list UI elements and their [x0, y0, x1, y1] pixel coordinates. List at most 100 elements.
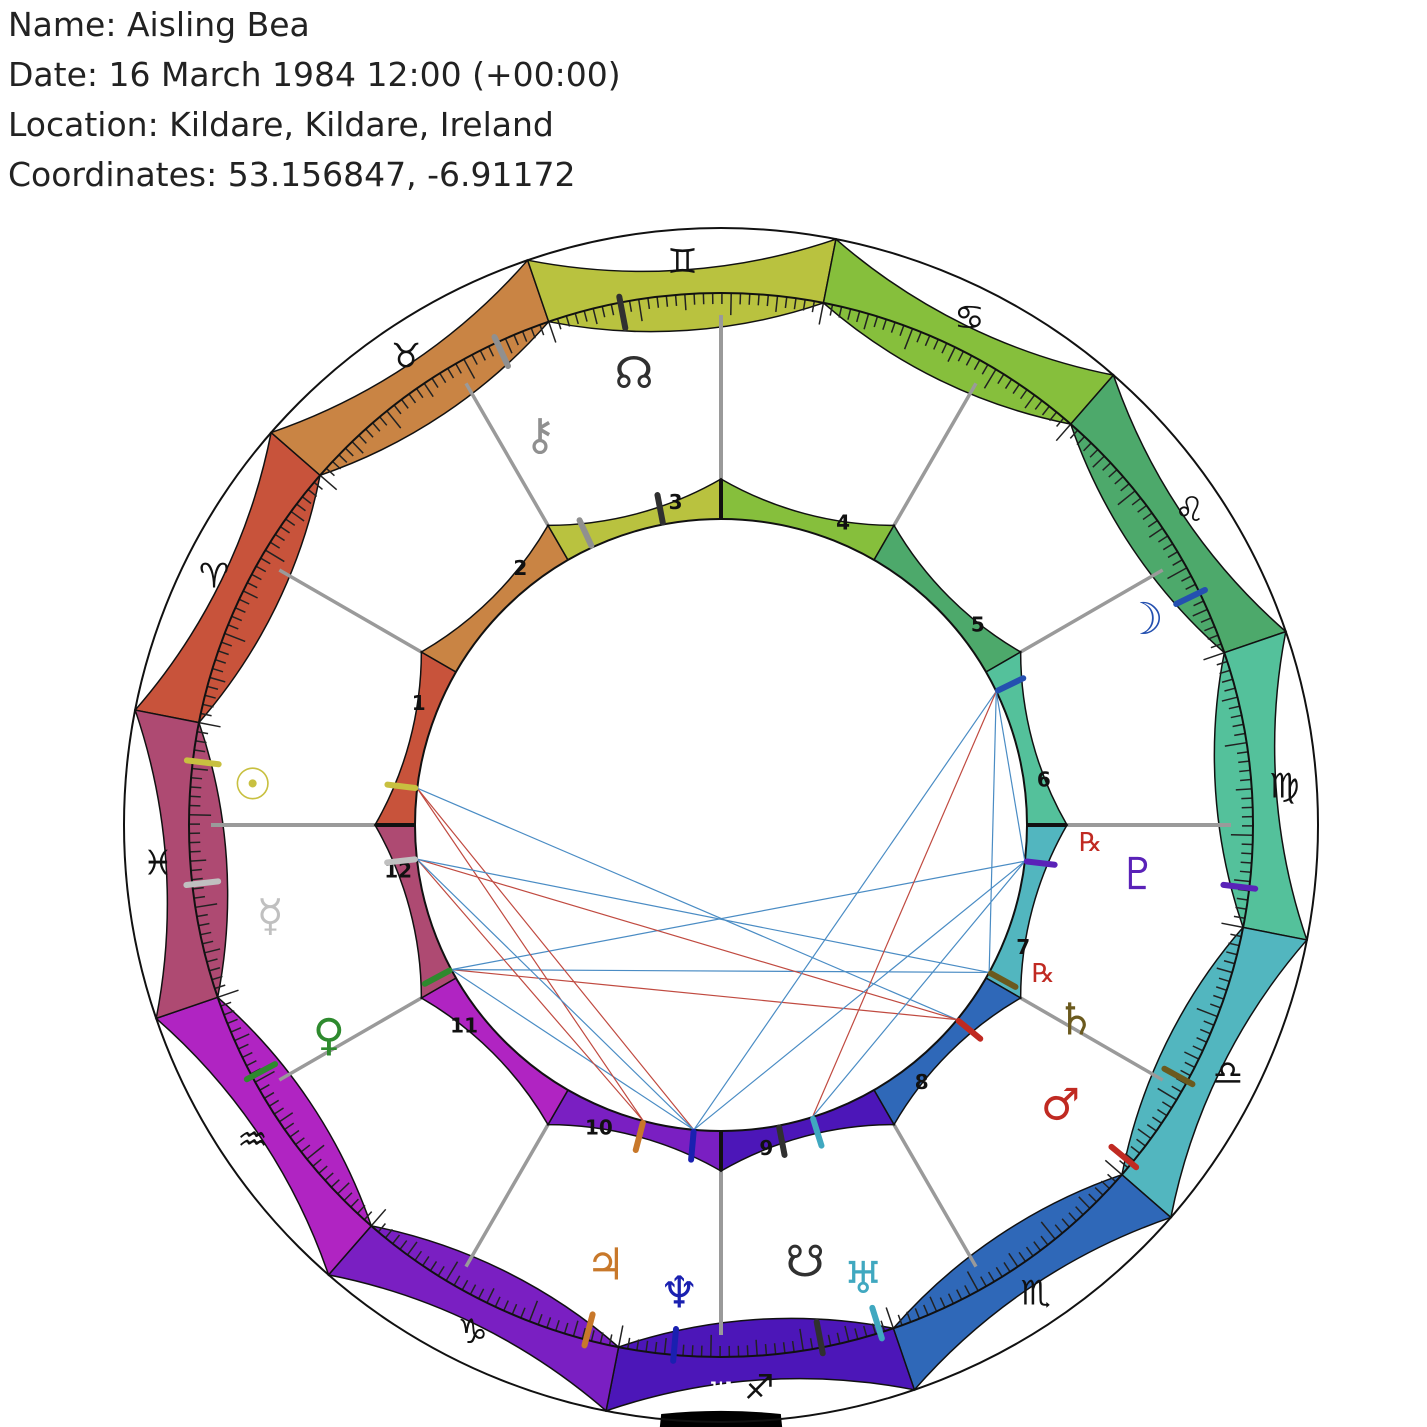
degree-tick	[693, 293, 696, 305]
degree-tick	[847, 308, 852, 320]
south-node-outer-marker	[813, 1318, 826, 1357]
degree-tick	[1241, 852, 1253, 855]
degree-tick	[981, 364, 989, 375]
aspect-line	[416, 787, 695, 1131]
degree-tick	[871, 1323, 877, 1335]
degree-tick	[377, 1223, 386, 1233]
degree-tick	[1224, 741, 1247, 747]
degree-tick	[1235, 788, 1252, 791]
taurus-sign-icon: ♉	[391, 336, 421, 376]
degree-tick	[365, 428, 374, 438]
degree-tick	[995, 1266, 1003, 1278]
degree-tick	[775, 295, 779, 313]
degree-tick	[987, 1271, 995, 1282]
degree-tick	[924, 335, 931, 347]
degree-tick	[289, 1129, 300, 1138]
sagittarius-sign-icon: ♐	[744, 1368, 774, 1408]
degree-tick	[220, 1001, 232, 1007]
degree-tick	[1131, 497, 1142, 506]
degree-tick	[363, 1211, 373, 1221]
degree-tick	[230, 1027, 242, 1033]
virgo-sign-icon: ♍	[1269, 767, 1299, 807]
pluto-retrograde-icon: ℞	[1079, 828, 1102, 858]
degree-tick	[1240, 861, 1252, 864]
house-cusp-line-2	[278, 568, 423, 654]
degree-tick	[1167, 551, 1178, 559]
house-cusp-line-12	[278, 996, 423, 1082]
jupiter-inner-marker	[632, 1119, 646, 1154]
uranus-inner-marker	[810, 1115, 825, 1149]
degree-tick	[221, 641, 232, 647]
degree-tick	[656, 296, 660, 308]
degree-tick	[307, 488, 318, 497]
degree-tick	[296, 503, 306, 512]
degree-tick	[200, 931, 212, 936]
degree-tick	[1088, 1193, 1098, 1203]
degree-tick	[1204, 625, 1215, 632]
degree-tick	[947, 1293, 955, 1304]
degree-tick	[1136, 1138, 1146, 1147]
house-number-9: 9	[759, 1136, 773, 1160]
degree-tick	[1216, 660, 1228, 666]
house-cusp-line-9	[892, 1123, 978, 1268]
degree-tick	[234, 1033, 250, 1042]
degree-tick	[766, 295, 770, 307]
house-cusp-line-11	[464, 1123, 550, 1268]
degree-tick	[838, 306, 843, 318]
midheaven-icon: ♅	[708, 1377, 735, 1412]
degree-tick	[453, 1275, 461, 1286]
degree-tick	[209, 967, 221, 972]
degree-tick	[836, 1332, 841, 1344]
moon-inner-marker	[995, 675, 1027, 694]
degree-tick	[983, 369, 997, 389]
degree-tick	[198, 922, 210, 927]
degree-tick	[1219, 669, 1231, 675]
degree-tick	[1192, 1045, 1204, 1052]
degree-tick	[195, 903, 218, 909]
degree-tick	[215, 659, 227, 664]
degree-tick	[1226, 951, 1238, 956]
house-number-7: 7	[1016, 935, 1030, 959]
degree-tick	[537, 1314, 543, 1325]
degree-tick	[1239, 870, 1251, 874]
degree-tick	[802, 299, 806, 311]
jupiter-outer-marker	[581, 1311, 596, 1349]
degree-tick	[306, 1144, 325, 1160]
degree-tick	[784, 296, 788, 309]
degree-tick	[1228, 705, 1240, 710]
degree-tick	[583, 310, 588, 322]
degree-tick	[1108, 469, 1118, 478]
degree-tick	[1167, 567, 1188, 580]
house-number-2: 2	[513, 556, 527, 580]
degree-tick	[939, 1297, 946, 1308]
degree-tick	[265, 549, 285, 563]
degree-tick	[764, 1344, 768, 1356]
degree-tick	[1162, 543, 1174, 551]
degree-tick	[235, 607, 246, 613]
aspect-line	[451, 969, 958, 1021]
degree-tick	[1230, 933, 1242, 938]
degree-tick	[1207, 634, 1219, 640]
planet-glyphs: ☉☽☿♀♂♃♄℞♅♆♇℞⚷☊☋	[183, 293, 1259, 1364]
degree-tick	[1117, 490, 1136, 506]
degree-tick	[844, 1325, 850, 1342]
degree-tick	[1083, 442, 1092, 452]
degree-tick	[555, 1319, 560, 1331]
house-number-11: 11	[450, 1014, 478, 1038]
degree-tick	[1040, 1235, 1049, 1246]
sun-icon: ☉	[233, 759, 272, 810]
chiron-outer-marker	[491, 334, 511, 370]
degree-tick	[1018, 1251, 1026, 1262]
degree-tick	[392, 1234, 401, 1245]
degree-tick	[255, 565, 267, 573]
degree-tick	[1076, 436, 1086, 446]
degree-tick	[773, 1343, 777, 1355]
degree-tick	[547, 321, 557, 343]
degree-tick	[202, 940, 214, 945]
degree-tick	[757, 294, 760, 306]
mercury-outer-marker	[183, 878, 222, 888]
aspect-line	[416, 787, 644, 1122]
degree-tick	[455, 363, 462, 374]
degree-tick	[273, 1107, 284, 1115]
house-number-3: 3	[669, 490, 683, 514]
